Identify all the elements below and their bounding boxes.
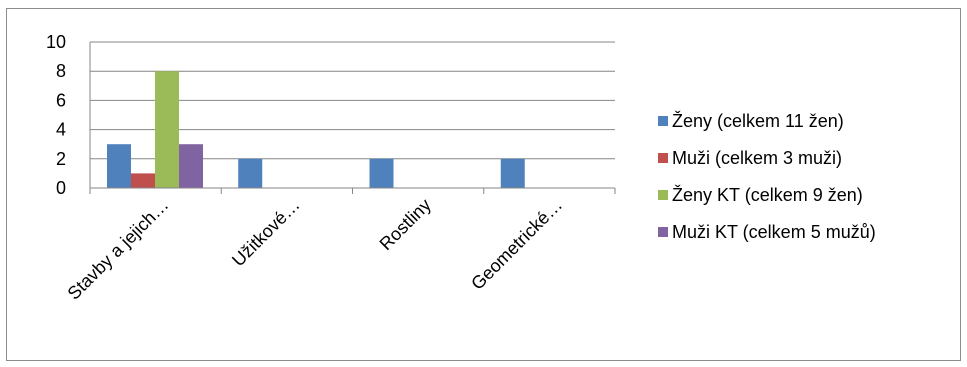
bar bbox=[155, 71, 179, 188]
legend-label: Muži KT (celkem 5 mužů) bbox=[672, 222, 876, 242]
legend-swatch bbox=[658, 116, 668, 126]
bar bbox=[107, 144, 131, 188]
bar bbox=[369, 158, 394, 188]
y-tick-label: 0 bbox=[56, 178, 66, 198]
category-label: Užitkové… bbox=[228, 195, 304, 271]
bar bbox=[131, 173, 155, 188]
bar bbox=[500, 158, 525, 188]
bars bbox=[107, 71, 525, 188]
legend-label: Ženy KT (celkem 9 žen) bbox=[672, 185, 863, 205]
legend-label: Muži (celkem 3 muži) bbox=[672, 148, 842, 168]
legend-swatch bbox=[658, 153, 668, 163]
legend: Ženy (celkem 11 žen) Muži (celkem 3 muži)… bbox=[658, 111, 876, 242]
y-tick-label: 4 bbox=[56, 120, 66, 140]
y-tick-label: 8 bbox=[56, 61, 66, 81]
y-axis: 0 2 4 6 8 10 bbox=[46, 32, 91, 198]
y-tick-label: 10 bbox=[46, 32, 66, 52]
legend-swatch bbox=[658, 227, 668, 237]
legend-label: Ženy (celkem 11 žen) bbox=[672, 111, 844, 131]
category-label: Stavby a jejich… bbox=[64, 195, 173, 304]
category-label: Rostliny bbox=[376, 195, 435, 254]
bar bbox=[238, 158, 263, 188]
bar bbox=[179, 144, 203, 188]
y-tick-label: 2 bbox=[56, 149, 66, 169]
category-label: Geometrické… bbox=[467, 195, 566, 294]
y-tick-label: 6 bbox=[56, 90, 66, 110]
legend-swatch bbox=[658, 190, 668, 200]
x-axis: Stavby a jejich… Užitkové… Rostliny Geometr… bbox=[64, 187, 616, 304]
